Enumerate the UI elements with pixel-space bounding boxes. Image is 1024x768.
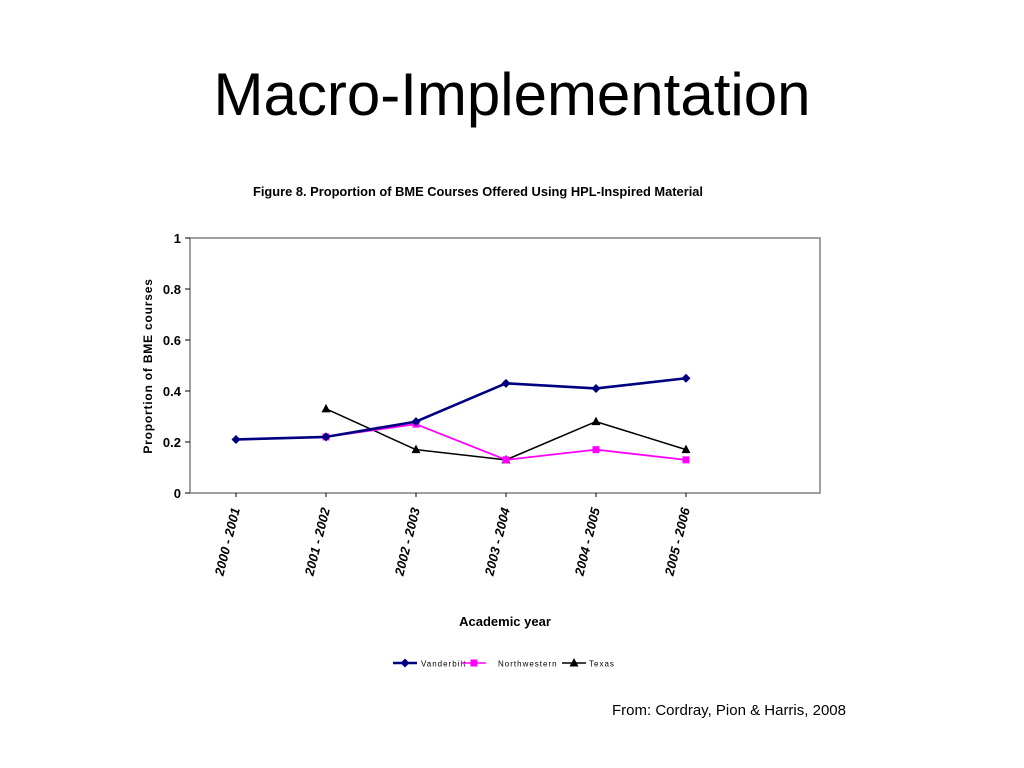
x-tick-label: 2005 - 2006 xyxy=(661,505,693,578)
slide-title: Macro-Implementation xyxy=(213,61,811,128)
legend-marker-vanderbilt xyxy=(400,658,410,668)
data-point-vanderbilt xyxy=(501,378,511,388)
data-point-northwestern xyxy=(502,456,510,464)
x-tick-label: 2003 - 2004 xyxy=(481,505,513,578)
y-tick-label: 0.8 xyxy=(163,282,181,297)
y-tick-label: 0 xyxy=(174,486,181,501)
legend: Vanderbilt Northwestern Texas xyxy=(393,658,615,669)
legend-item-texas: Texas xyxy=(562,658,615,669)
legend-label-texas: Texas xyxy=(589,660,615,669)
x-axis: 2000 - 2001 2001 - 2002 2002 - 2003 2003 - … xyxy=(211,493,693,578)
series-vanderbilt xyxy=(231,373,691,444)
y-tick-label: 0.4 xyxy=(163,384,182,399)
legend-item-vanderbilt: Vanderbilt xyxy=(393,658,466,669)
data-point-vanderbilt xyxy=(321,432,331,442)
y-axis-label: Proportion of BME courses xyxy=(141,278,155,453)
data-point-texas xyxy=(591,416,601,426)
legend-marker-texas xyxy=(569,658,579,667)
data-point-vanderbilt xyxy=(681,373,691,383)
legend-marker-northwestern xyxy=(470,659,478,667)
data-point-northwestern xyxy=(592,446,600,454)
legend-label-vanderbilt: Vanderbilt xyxy=(421,660,466,669)
x-tick-label: 2002 - 2003 xyxy=(391,505,423,578)
y-tick-label: 1 xyxy=(174,231,181,246)
citation: From: Cordray, Pion & Harris, 2008 xyxy=(612,702,846,719)
y-tick-label: 0.6 xyxy=(163,333,181,348)
legend-label-northwestern: Northwestern xyxy=(498,660,558,669)
y-axis: 0 0.2 0.4 0.6 0.8 1 xyxy=(163,231,190,501)
chart-title: Figure 8. Proportion of BME Courses Offe… xyxy=(253,184,703,199)
x-tick-label: 2001 - 2002 xyxy=(301,505,333,578)
data-point-vanderbilt xyxy=(591,383,601,393)
series-line-vanderbilt xyxy=(235,376,687,441)
data-point-texas xyxy=(411,444,421,454)
x-axis-label: Academic year xyxy=(459,614,551,629)
series-group xyxy=(231,373,691,464)
data-point-northwestern xyxy=(682,456,690,464)
legend-item-northwestern: Northwestern xyxy=(462,659,558,669)
y-tick-label: 0.2 xyxy=(163,435,181,450)
x-tick-label: 2004 - 2005 xyxy=(571,505,603,578)
data-point-texas xyxy=(681,444,691,454)
data-point-texas xyxy=(321,403,331,413)
x-tick-label: 2000 - 2001 xyxy=(211,506,243,578)
data-point-vanderbilt xyxy=(231,434,241,444)
data-point-vanderbilt xyxy=(411,417,421,427)
plot-area xyxy=(189,237,821,494)
